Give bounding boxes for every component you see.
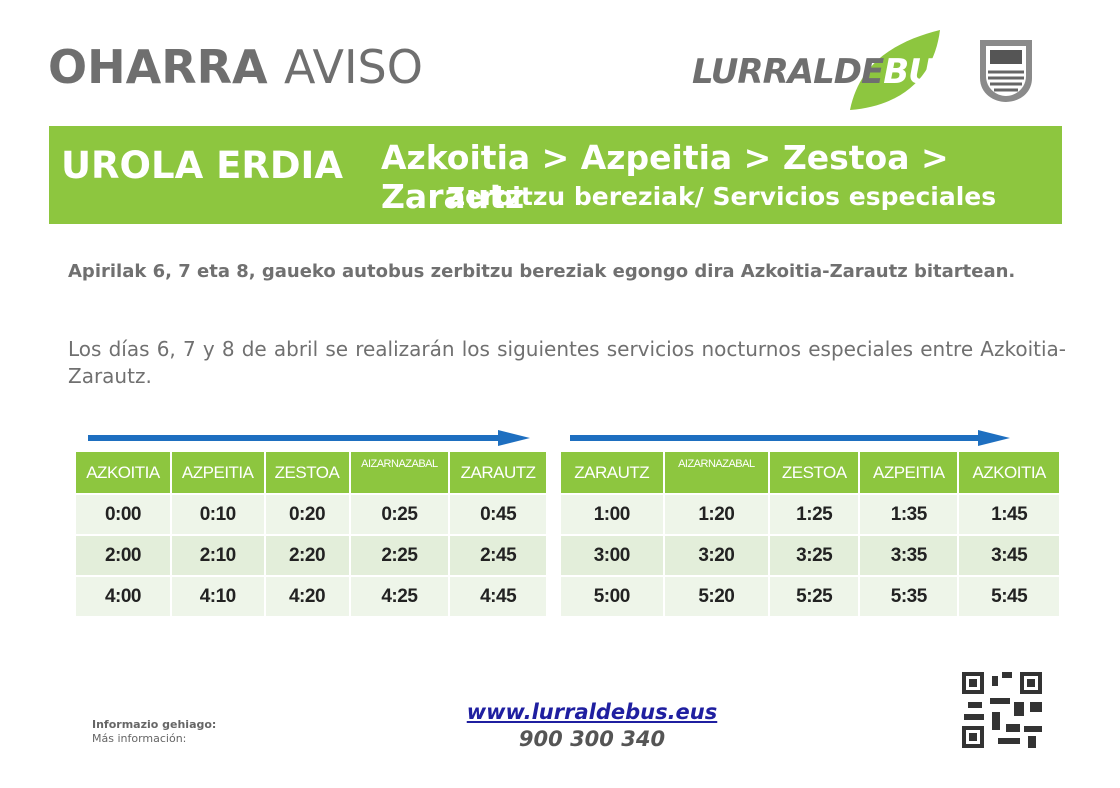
time-cell: 3:20 <box>664 536 769 575</box>
region: UROLA ERDIA <box>61 144 343 187</box>
time-cell: 0:20 <box>265 495 349 534</box>
time-cell: 0:00 <box>76 495 170 534</box>
column-header: ZESTOA <box>265 452 349 493</box>
time-cell: 1:00 <box>561 495 663 534</box>
row: 2:00 2:10 2:20 2:25 2:45 <box>76 536 546 575</box>
time-cell: 1:25 <box>770 495 859 534</box>
header-row: ZARAUTZ AIZARNAZABAL ZESTOA AZPEITIA AZKOITI… <box>561 452 1059 493</box>
route: Azkoitia > Azpeitia > Zestoa > Zarautz <box>381 138 949 216</box>
qr-code <box>962 672 1042 748</box>
time-cell: 3:35 <box>860 536 958 575</box>
banner: UROLA ERDIA Azkoitia > Azpeitia > Zestoa… <box>49 126 1062 224</box>
intro-es: Los días 6, 7 y 8 de abril se realizarán… <box>68 337 1066 388</box>
column-header: ZARAUTZ <box>561 452 663 493</box>
more-info-es: Más información: <box>92 732 187 745</box>
column-header: AZPEITIA <box>171 452 264 493</box>
time-cell: 2:25 <box>350 536 449 575</box>
column-header: AIZARNAZABAL <box>350 452 449 493</box>
more-info-eu: Informazio gehiago: <box>92 718 217 731</box>
time-cell: 2:10 <box>171 536 264 575</box>
time-cell: 4:00 <box>76 577 170 616</box>
time-cell: 4:10 <box>171 577 264 616</box>
column-header: AIZARNAZABAL <box>664 452 769 493</box>
title-es: AVISO <box>284 40 423 94</box>
time-cell: 3:00 <box>561 536 663 575</box>
time-cell: 3:25 <box>770 536 859 575</box>
time-cell: 5:25 <box>770 577 859 616</box>
shield <box>980 40 1032 102</box>
time-cell: 4:20 <box>265 577 349 616</box>
logo-leaf <box>850 30 940 110</box>
logo-part: LURRALDE <box>692 52 884 92</box>
row: 0:00 0:10 0:20 0:25 0:45 <box>76 495 546 534</box>
time-cell: 5:00 <box>561 577 663 616</box>
column-header: AZKOITIA <box>76 452 170 493</box>
header-row: AZKOITIA AZPEITIA ZESTOA AIZARNAZABAL ZARAUT… <box>76 452 546 493</box>
time-cell: 2:20 <box>265 536 349 575</box>
arrows <box>88 430 1010 446</box>
column-header: ZARAUTZ <box>450 452 546 493</box>
time-cell: 0:10 <box>171 495 264 534</box>
time-cell: 2:45 <box>450 536 546 575</box>
row: 3:00 3:20 3:25 3:35 3:45 <box>561 536 1059 575</box>
time-cell: 1:35 <box>860 495 958 534</box>
column-header: AZPEITIA <box>860 452 958 493</box>
logo-part: BUS <box>883 52 959 92</box>
column-header: ZESTOA <box>770 452 859 493</box>
timetable: AZKOITIA AZPEITIA ZESTOA AIZARNAZABAL ZARAUT… <box>74 450 548 618</box>
time-cell: 1:45 <box>959 495 1059 534</box>
row: 1:00 1:20 1:25 1:35 1:45 <box>561 495 1059 534</box>
time-cell: 0:45 <box>450 495 546 534</box>
column-header: AZKOITIA <box>959 452 1059 493</box>
url[interactable]: www.lurraldebus.eus <box>466 700 718 724</box>
logo: LURRALDEBUS <box>692 52 959 92</box>
row: 5:00 5:20 5:25 5:35 5:45 <box>561 577 1059 616</box>
time-cell: 0:25 <box>350 495 449 534</box>
subtitle: Zerbitzu bereziak/ Servicios especiales <box>447 182 997 211</box>
row: 4:00 4:10 4:20 4:25 4:45 <box>76 577 546 616</box>
time-cell: 3:45 <box>959 536 1059 575</box>
title-eu: OHARRA <box>48 40 268 94</box>
time-cell: 1:20 <box>664 495 769 534</box>
timetable: ZARAUTZ AIZARNAZABAL ZESTOA AZPEITIA AZKOITI… <box>559 450 1061 618</box>
time-cell: 4:45 <box>450 577 546 616</box>
time-cell: 5:35 <box>860 577 958 616</box>
time-cell: 5:20 <box>664 577 769 616</box>
intro-eu: Apirilak 6, 7 eta 8, gaueko autobus zerb… <box>68 261 1016 282</box>
time-cell: 5:45 <box>959 577 1059 616</box>
time-cell: 2:00 <box>76 536 170 575</box>
time-cell: 4:25 <box>350 577 449 616</box>
phone: 900 300 340 <box>518 727 666 751</box>
